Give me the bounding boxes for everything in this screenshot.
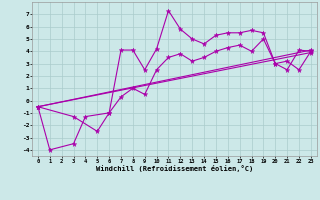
X-axis label: Windchill (Refroidissement éolien,°C): Windchill (Refroidissement éolien,°C) (96, 165, 253, 172)
